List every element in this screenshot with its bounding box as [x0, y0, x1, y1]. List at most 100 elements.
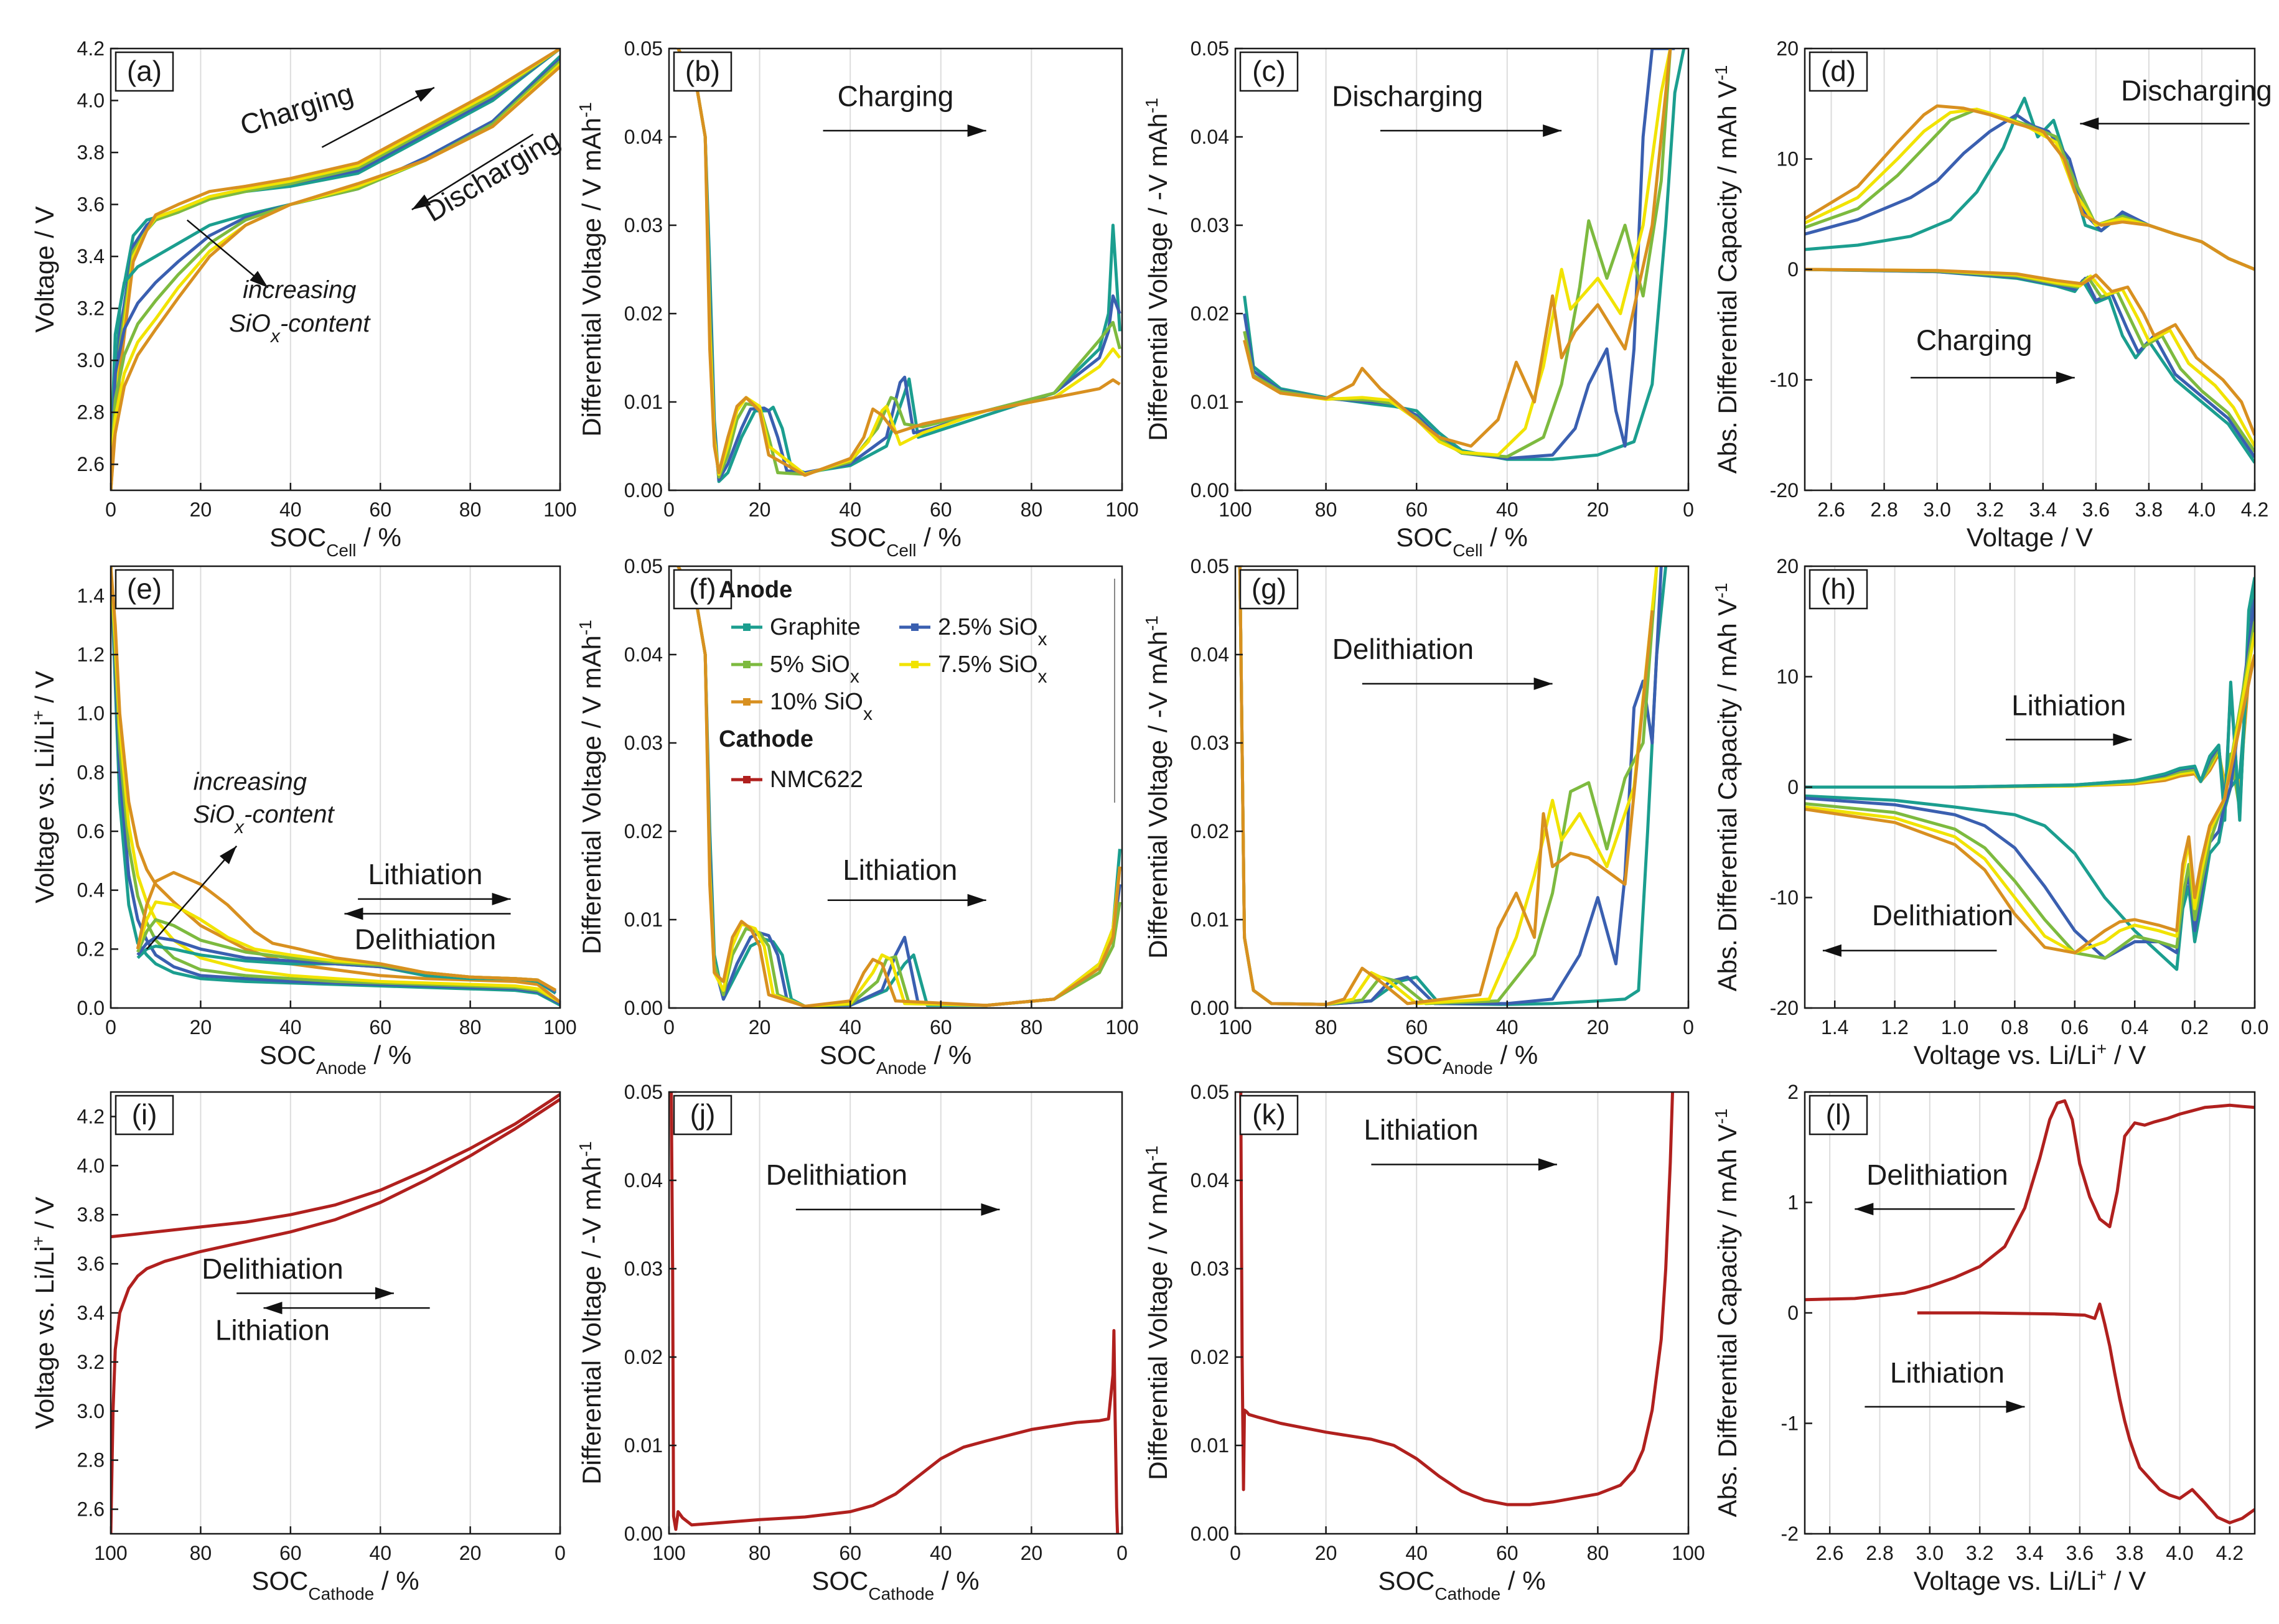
panel-label-b: (b) — [673, 51, 732, 92]
chart-panel-d: 2.6 2.8 3.0 3.2 3.4 3.6 3.8 4.0 4.2 -20 -10 0 10 20 Vo… — [1711, 37, 2272, 552]
y-tick-label: 2.6 — [77, 453, 105, 475]
series-line-sio_2_5 — [111, 57, 560, 465]
x-axis-label: SOCAnode / % — [260, 1040, 411, 1078]
y-tick-label: 0.8 — [77, 761, 105, 783]
x-tick-label: 80 — [749, 1542, 771, 1564]
panel-label-l: (l) — [1809, 1094, 1868, 1136]
legend-entry-sio_5: 5% SiOx — [731, 651, 859, 687]
chart-panel-c: 100 80 60 40 20 0 0.00 0.01 0.02 0.03 0.04 0.05 SOCC… — [1142, 37, 1694, 560]
x-axis-label: Voltage vs. Li/Li+ / V — [1914, 1039, 2146, 1070]
y-tick-label: 20 — [1776, 37, 1799, 60]
y-tick-label: 0.03 — [1191, 732, 1229, 754]
x-tick-label: 3.0 — [1923, 498, 1950, 521]
annotation-text: increasing — [243, 276, 356, 304]
y-tick-label: 4.0 — [77, 90, 105, 112]
x-tick-label: 2.8 — [1866, 1542, 1893, 1564]
x-tick-label: 0 — [1116, 1542, 1128, 1564]
series-line-sio_2_5 — [111, 49, 560, 490]
series-line-sio_7_5 — [111, 49, 560, 490]
x-tick-label: 3.6 — [2066, 1542, 2094, 1564]
panel-label-i: (i) — [115, 1094, 174, 1136]
x-tick-label: 0 — [1683, 1016, 1694, 1038]
x-tick-label: 100 — [1105, 1016, 1138, 1038]
annotation-arrow — [2080, 117, 2250, 130]
x-tick-label: 0 — [555, 1542, 566, 1564]
x-tick-label: 80 — [459, 498, 482, 521]
plot-frame — [668, 47, 1123, 492]
series-line-graphite — [111, 49, 560, 490]
series-line-graphite — [1805, 268, 2255, 464]
y-tick-label: 0.02 — [624, 820, 663, 842]
x-tick-label: 60 — [1405, 1016, 1428, 1038]
x-tick-label: 40 — [1496, 1016, 1519, 1038]
svg-text:(d): (d) — [1821, 55, 1856, 87]
chart-panel-a: 0 20 40 60 80 100 2.6 2.8 3.0 3.2 3.4 3.6 3.8 4.0 4.2 S… — [30, 37, 577, 560]
y-tick-label: 3.0 — [77, 349, 105, 371]
y-tick-label: 0.03 — [624, 214, 663, 236]
svg-text:7.5% SiOx: 7.5% SiOx — [938, 651, 1047, 687]
chart-panel-b: 0 20 40 60 80 100 0.00 0.01 0.02 0.03 0.04 0.05 SOCC… — [576, 37, 1139, 560]
y-tick-label: -2 — [1781, 1523, 1799, 1545]
series-group — [1243, 49, 1686, 461]
x-tick-label: 40 — [369, 1542, 391, 1564]
x-tick-label: 60 — [930, 1016, 952, 1038]
series-line-sio_10 — [1243, 49, 1672, 448]
x-tick-label: 0.2 — [2181, 1016, 2208, 1038]
y-tick-label: 2.8 — [77, 401, 105, 424]
legend-entry-sio_2_5: 2.5% SiOx — [899, 614, 1047, 650]
x-tick-label: 60 — [1496, 1542, 1519, 1564]
y-axis-label: Differential Voltage / -V mAh-1 — [1142, 615, 1173, 959]
y-tick-label: 1 — [1787, 1192, 1799, 1214]
y-tick-label: 0.6 — [77, 820, 105, 842]
y-tick-label: 10 — [1776, 148, 1799, 170]
x-tick-label: 3.2 — [1966, 1542, 1993, 1564]
svg-text:(c): (c) — [1252, 55, 1286, 87]
x-tick-label: 80 — [459, 1016, 482, 1038]
y-tick-label: 0 — [1787, 1302, 1799, 1324]
y-tick-label: 3.6 — [77, 1253, 105, 1275]
x-tick-label: 1.0 — [1941, 1016, 1968, 1038]
y-tick-label: 0.02 — [624, 302, 663, 325]
series-line-nmc622 — [111, 1098, 560, 1534]
x-axis-label: Voltage vs. Li/Li+ / V — [1914, 1565, 2146, 1596]
y-tick-label: 0.01 — [624, 1434, 663, 1457]
y-tick-label: 3.2 — [77, 1351, 105, 1373]
y-axis-label: Voltage vs. Li/Li+ / V — [29, 1197, 60, 1429]
annotation-text: Lithiation — [2011, 689, 2126, 722]
x-tick-label: 4.0 — [2188, 498, 2216, 521]
series-line-sio_10 — [676, 566, 1121, 1008]
y-tick-label: -20 — [1770, 997, 1799, 1019]
series-line-sio_10 — [676, 49, 1121, 477]
x-axis-label: Voltage / V — [1967, 523, 2093, 552]
y-tick-label: 0.00 — [624, 997, 663, 1019]
series-line-sio_2_5 — [676, 49, 1121, 482]
series-line-graphite — [1805, 577, 2255, 822]
y-tick-label: 0.04 — [624, 126, 663, 148]
x-tick-label: 60 — [930, 498, 952, 521]
y-tick-label: -20 — [1770, 479, 1799, 502]
x-tick-label: 60 — [839, 1542, 861, 1564]
annotation-text: increasing — [194, 768, 307, 796]
chart-panel-g: 100 80 60 40 20 0 0.00 0.01 0.02 0.03 0.04 0.05 SOCA… — [1142, 555, 1694, 1078]
y-tick-label: 4.2 — [77, 37, 105, 60]
svg-text:(j): (j) — [690, 1098, 716, 1131]
x-tick-label: 40 — [1496, 498, 1519, 521]
annotation-text: SiOx-content — [229, 310, 371, 347]
y-tick-label: 1.0 — [77, 702, 105, 725]
x-axis-label: SOCCathode / % — [812, 1566, 979, 1603]
x-tick-label: 0 — [1683, 498, 1694, 521]
y-tick-label: 0.00 — [1191, 1523, 1229, 1545]
annotation-text: Delithiation — [766, 1159, 908, 1191]
y-tick-label: 0.2 — [77, 938, 105, 960]
series-line-sio_10 — [1805, 654, 2255, 954]
y-tick-label: 0.03 — [624, 1258, 663, 1280]
series-group — [111, 566, 560, 1007]
chart-panel-i: 100 80 60 40 20 0 2.6 2.8 3.0 3.2 3.4 3.6 3.8 4.0 4.2 S… — [29, 1091, 566, 1603]
plot-frame — [1234, 1091, 1690, 1535]
y-tick-label: 0.00 — [624, 1523, 663, 1545]
y-axis-label: Differential Voltage / V mAh-1 — [1142, 1146, 1173, 1480]
x-tick-label: 60 — [1405, 498, 1428, 521]
x-axis-label: SOCCathode / % — [251, 1566, 419, 1603]
x-tick-label: 80 — [1315, 498, 1337, 521]
y-tick-label: 0.02 — [1191, 302, 1229, 325]
